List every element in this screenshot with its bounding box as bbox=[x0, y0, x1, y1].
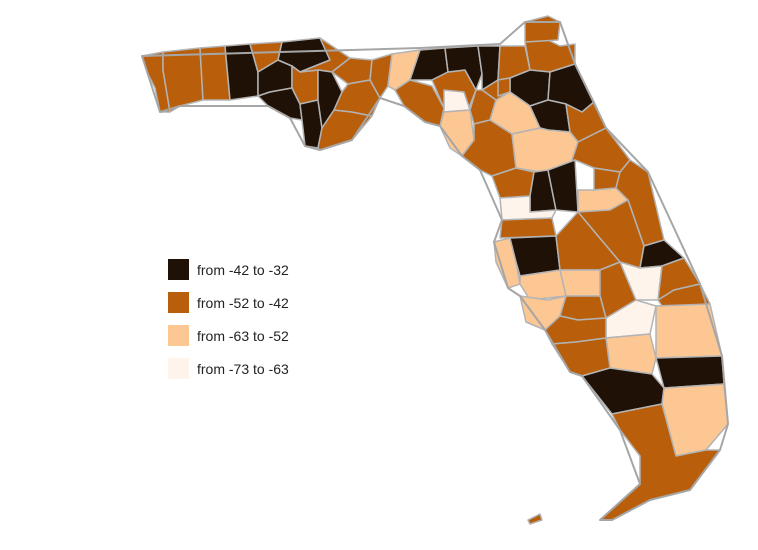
county-duval-north[interactable] bbox=[524, 15, 561, 43]
legend-item: from -52 to -42 bbox=[168, 286, 289, 319]
county-pasco[interactable] bbox=[499, 217, 557, 239]
legend-label: from -52 to -42 bbox=[197, 294, 289, 311]
legend-swatch bbox=[168, 292, 189, 313]
county-santa-rosa[interactable] bbox=[162, 47, 204, 113]
county-broward[interactable] bbox=[655, 355, 725, 389]
legend-swatch bbox=[168, 358, 189, 379]
county-hardee[interactable] bbox=[559, 269, 601, 297]
legend-swatch bbox=[168, 259, 189, 280]
legend-item: from -42 to -32 bbox=[168, 253, 289, 286]
legend-label: from -42 to -32 bbox=[197, 261, 289, 278]
county-monroe-keys[interactable] bbox=[527, 513, 543, 525]
county-regions bbox=[141, 15, 729, 525]
county-desoto[interactable] bbox=[559, 295, 607, 321]
legend-item: from -63 to -52 bbox=[168, 319, 289, 352]
county-wakulla[interactable] bbox=[333, 79, 381, 117]
state-outline bbox=[141, 21, 729, 521]
legend-label: from -63 to -52 bbox=[197, 327, 289, 344]
county-jefferson[interactable] bbox=[369, 53, 393, 99]
legend-label: from -73 to -63 bbox=[197, 360, 289, 377]
county-palm-beach[interactable] bbox=[655, 303, 723, 359]
legend-item: from -73 to -63 bbox=[168, 352, 289, 385]
legend-swatch bbox=[168, 325, 189, 346]
county-manatee[interactable] bbox=[519, 269, 567, 301]
map-legend: from -42 to -32 from -52 to -42 from -63… bbox=[168, 253, 289, 385]
